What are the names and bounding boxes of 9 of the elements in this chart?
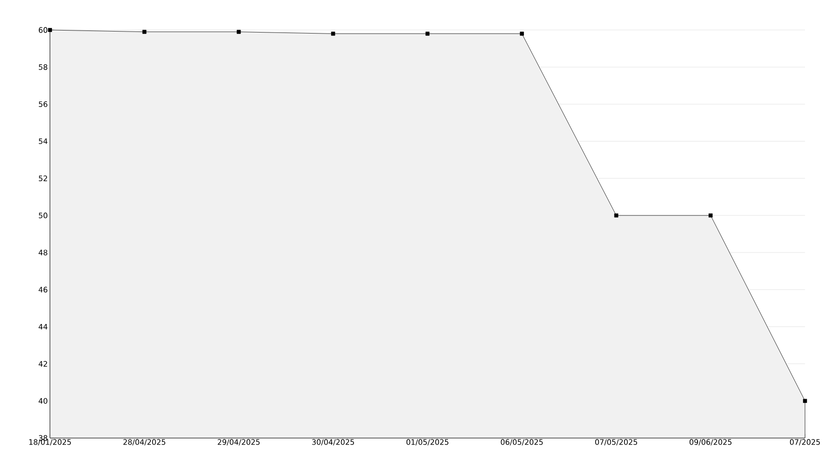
point: [426, 32, 430, 36]
point: [142, 30, 146, 34]
point: [803, 398, 807, 403]
point: [331, 32, 336, 36]
point: [614, 213, 618, 218]
point: [48, 28, 52, 32]
point: [520, 32, 524, 36]
point: [708, 213, 713, 218]
point: [236, 30, 241, 34]
